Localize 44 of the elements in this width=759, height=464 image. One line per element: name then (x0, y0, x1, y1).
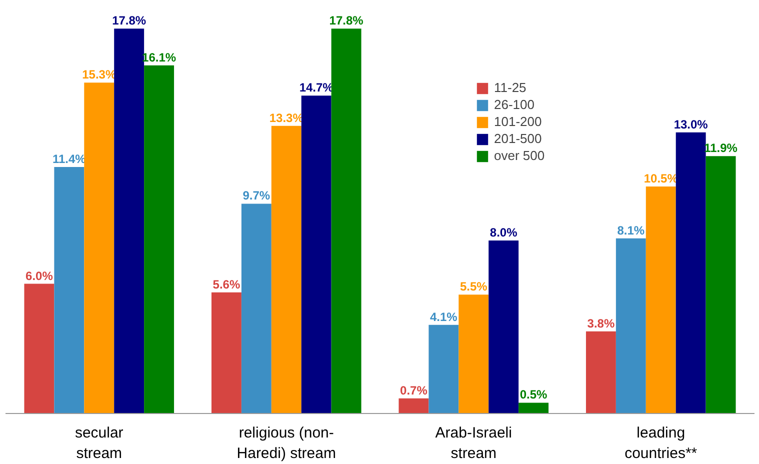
x-tick-label: Arab-Israeli stream (435, 424, 512, 462)
bar (458, 294, 489, 414)
data-label: 17.8% (112, 14, 146, 28)
bar (428, 324, 459, 414)
bar (24, 284, 54, 414)
x-tick-label: leading countries** (624, 424, 698, 462)
data-label: 5.6% (212, 277, 240, 292)
data-label: 4.1% (430, 310, 458, 324)
bar (211, 292, 242, 414)
legend-label: over 500 (494, 148, 545, 163)
legend-label: 26-100 (494, 97, 534, 112)
data-label: 17.8% (329, 14, 364, 28)
bar (54, 166, 84, 414)
bar (144, 65, 174, 414)
data-label: 0.5% (520, 388, 548, 402)
x-tick-label: secular stream (74, 424, 124, 462)
bar (84, 82, 114, 414)
bar (331, 28, 362, 414)
data-label: 0.7% (400, 383, 428, 398)
data-label: 6.0% (26, 268, 54, 283)
bar (646, 186, 676, 414)
bar (616, 238, 646, 414)
legend-label: 101-200 (494, 114, 542, 129)
legend-label: 201-500 (494, 131, 542, 146)
data-label: 13.3% (269, 110, 304, 125)
data-label: 5.5% (460, 280, 488, 294)
data-label: 13.0% (674, 117, 708, 132)
bar (488, 240, 519, 414)
bar (301, 96, 332, 414)
bar (241, 204, 272, 414)
data-label: 8.0% (490, 226, 518, 240)
bar (586, 331, 616, 414)
bar (676, 132, 706, 414)
bar (271, 126, 302, 414)
bar (114, 28, 144, 414)
data-label: 9.7% (242, 188, 270, 203)
data-label: 10.5% (644, 171, 678, 186)
x-tick-label: religious (non- Haredi) stream (236, 424, 336, 462)
legend-label: 11-25 (494, 80, 526, 95)
bar (706, 156, 736, 414)
data-label: 3.8% (587, 316, 615, 330)
bar (398, 398, 429, 414)
bar (518, 402, 549, 414)
data-label: 8.1% (617, 223, 645, 238)
